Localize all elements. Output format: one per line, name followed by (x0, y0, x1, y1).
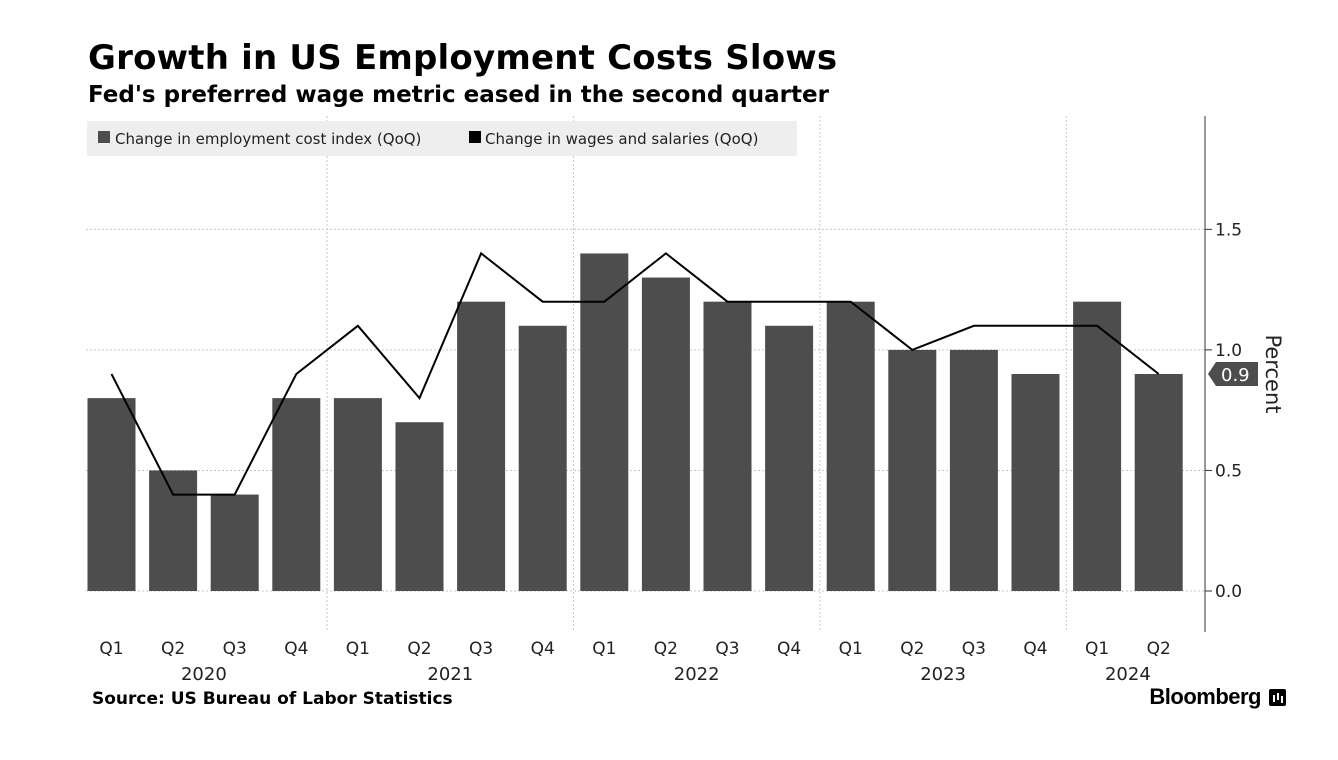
x-year-label: 2023 (920, 664, 966, 685)
x-tick-label: Q3 (223, 639, 247, 659)
x-tick-label: Q4 (777, 639, 801, 659)
x-tick-label: Q1 (346, 639, 370, 659)
x-tick-label: Q3 (715, 639, 739, 659)
x-tick-label: Q2 (407, 639, 431, 659)
bar (395, 422, 444, 592)
x-tick-label: Q1 (99, 639, 123, 659)
bar (87, 398, 136, 592)
bar (457, 301, 506, 592)
x-tick-label: Q1 (592, 639, 616, 659)
legend-swatch-bar (98, 131, 110, 143)
x-tick-label: Q1 (839, 639, 863, 659)
bar (1134, 374, 1183, 592)
x-tick-label: Q2 (900, 639, 924, 659)
y-tick-label: 1.5 (1215, 220, 1242, 240)
bar (518, 325, 567, 592)
brand-name: Bloomberg (1149, 684, 1261, 709)
bar (949, 349, 998, 592)
x-year-label: 2024 (1105, 664, 1151, 685)
source-note: Source: US Bureau of Labor Statistics (92, 689, 453, 709)
bar (149, 470, 198, 592)
bar (210, 494, 259, 592)
legend: Change in employment cost index (QoQ) Cha… (87, 121, 797, 156)
x-year-label: 2022 (674, 664, 720, 685)
bar (826, 301, 875, 592)
bar (272, 398, 321, 592)
x-tick-label: Q2 (654, 639, 678, 659)
bar (641, 277, 690, 592)
y-tick-label: 1.0 (1215, 341, 1242, 361)
y-axis-title: Percent (1261, 334, 1285, 413)
legend-swatch-line (469, 131, 481, 143)
y-tick-label: 0.0 (1215, 582, 1242, 602)
x-tick-label: Q4 (1023, 639, 1047, 659)
x-year-label: 2021 (427, 664, 473, 685)
x-tick-label: Q2 (1147, 639, 1171, 659)
bar (765, 325, 814, 592)
bar (888, 349, 937, 592)
bar (333, 398, 382, 592)
x-tick-label: Q1 (1085, 639, 1109, 659)
bloomberg-terminal-icon (1269, 688, 1286, 706)
x-tick-label: Q3 (469, 639, 493, 659)
legend-label-wages: Change in wages and salaries (QoQ) (485, 130, 758, 148)
legend-label-ecI: Change in employment cost index (QoQ) (115, 130, 421, 148)
x-year-label: 2020 (181, 664, 227, 685)
series-line (110, 251, 1160, 496)
line-series (110, 251, 1160, 496)
x-tick-label: Q4 (531, 639, 555, 659)
x-axis: Q1 Q2 Q3 Q4 Q1 Q2 Q3 Q4 Q1 Q2 Q3 Q4 Q1 Q2 Q3 Q4 Q1 Q2 2020… (99, 639, 1170, 685)
bar (1011, 374, 1060, 592)
x-tick-label: Q4 (284, 639, 308, 659)
bar (580, 253, 629, 592)
last-value-label: 0.9 (1221, 365, 1250, 386)
chart-title: Growth in US Employment Costs Slows (88, 38, 838, 78)
bar (703, 301, 752, 592)
last-value-marker (1208, 362, 1258, 386)
y-axis: 0.0 0.5 1.0 1.5 0.9 Percent (1204, 116, 1285, 632)
bar (1073, 301, 1122, 592)
legend-background (87, 121, 797, 156)
bar-series (87, 253, 1183, 592)
brand-logo: Bloomberg (1149, 684, 1286, 710)
x-tick-label: Q2 (161, 639, 185, 659)
x-tick-label: Q3 (962, 639, 986, 659)
chart-subtitle: Fed's preferred wage metric eased in the… (88, 82, 829, 108)
y-tick-label: 0.5 (1215, 461, 1242, 481)
